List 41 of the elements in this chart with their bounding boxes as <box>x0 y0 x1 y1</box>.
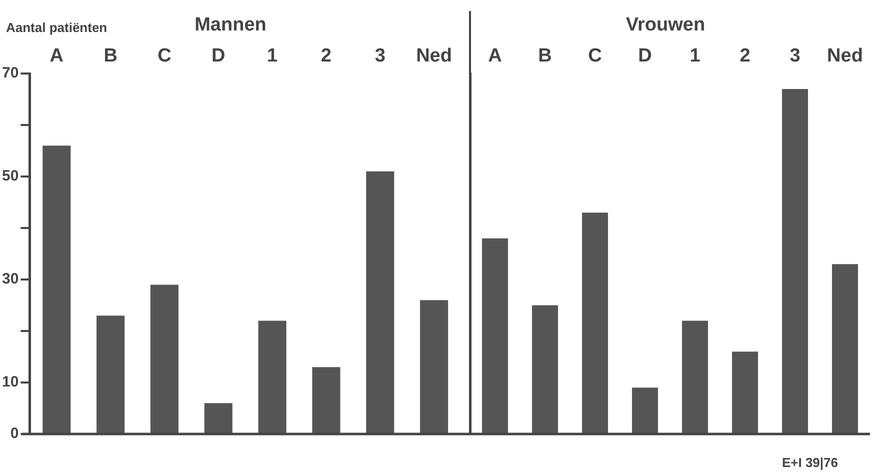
x-tick-label: 1 <box>267 45 278 66</box>
y-tick-label: 10 <box>2 374 19 391</box>
bar <box>482 238 508 434</box>
y-tick-label: 50 <box>2 168 19 185</box>
x-tick-label: 1 <box>690 45 701 66</box>
x-tick-label: C <box>158 45 172 66</box>
bar <box>258 320 286 433</box>
y-tick-label: 30 <box>2 270 19 288</box>
bar <box>832 264 858 434</box>
bar <box>682 320 708 434</box>
bar <box>42 146 71 433</box>
bar <box>582 212 608 434</box>
x-tick-label: D <box>212 45 226 66</box>
bar <box>204 403 232 433</box>
x-tick-label: Ned <box>416 45 452 66</box>
x-tick-label: C <box>588 45 602 66</box>
bar <box>732 352 758 434</box>
x-tick-label: B <box>104 45 118 66</box>
x-tick-label: D <box>638 45 652 66</box>
bar <box>312 367 340 433</box>
chart-title: Vrouwen <box>626 14 706 36</box>
x-tick-label: 2 <box>320 45 332 66</box>
bar <box>782 89 808 434</box>
bar <box>96 316 125 433</box>
bar <box>150 284 178 433</box>
x-tick-label: 2 <box>740 45 750 66</box>
y-tick-label: 70 <box>2 64 19 82</box>
x-tick-label: 3 <box>790 45 800 66</box>
bar <box>366 171 394 433</box>
bar <box>632 388 658 434</box>
y-axis-title: Aantal patiënten <box>6 20 108 35</box>
bar <box>420 300 448 433</box>
y-tick-label: 0 <box>10 425 19 442</box>
chart-title: Mannen <box>194 14 266 36</box>
x-tick-label: A <box>50 45 64 66</box>
x-tick-label: B <box>538 45 552 66</box>
x-tick-label: A <box>488 45 502 66</box>
text: E+I 39|76 <box>782 455 838 470</box>
x-tick-label: 3 <box>374 45 386 66</box>
bar <box>532 305 558 434</box>
x-tick-label: Ned <box>827 45 863 66</box>
